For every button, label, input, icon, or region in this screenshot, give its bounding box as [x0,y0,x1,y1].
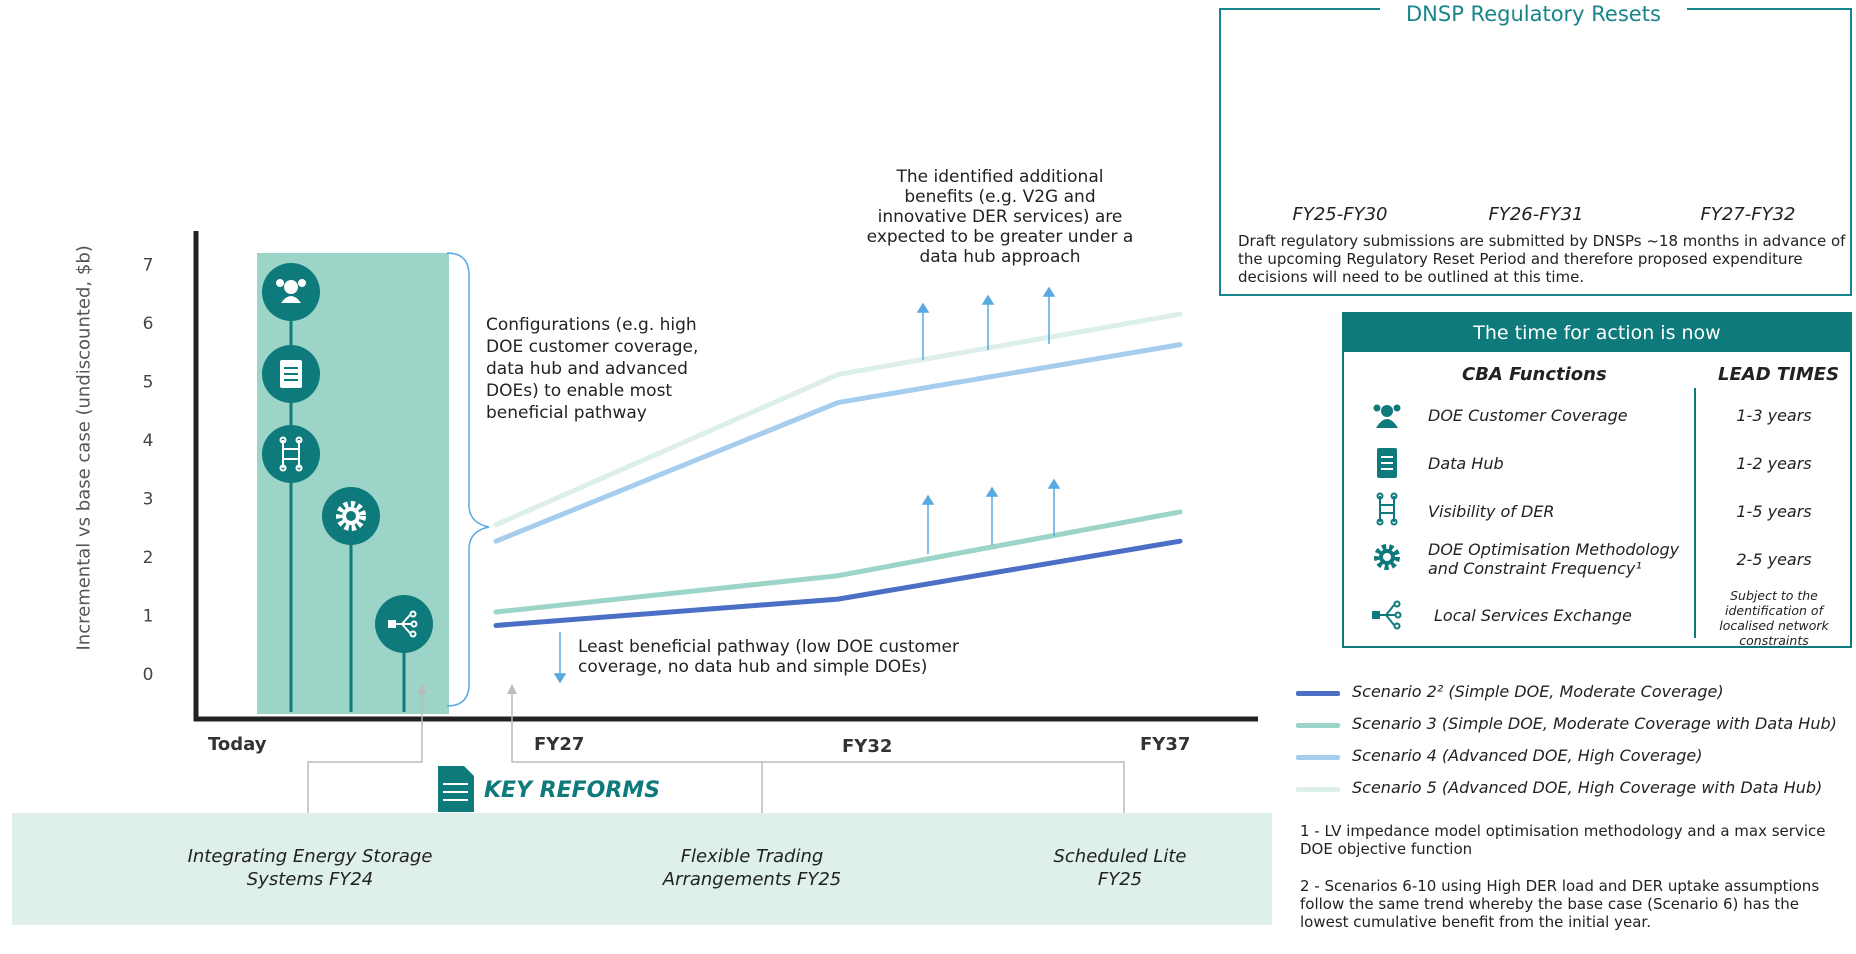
configurations-annotation: Configurations (e.g. high DOE customer c… [486,314,746,424]
dnsp-note: Draft regulatory submissions are submitt… [1238,232,1846,286]
dnsp-title: DNSP Regulatory Resets [1380,0,1687,30]
annotation-line: benefits (e.g. V2G and [904,187,1096,207]
function-label: DOE Optimisation Methodology and Constra… [1428,540,1680,578]
legend-swatch [1296,787,1340,792]
lead-time-value: 2-5 years [1736,550,1812,569]
y-tick-label: 4 [143,431,154,451]
legend-swatch [1296,691,1340,696]
x-tick-fy27: FY27 [534,734,585,755]
reform-line: Scheduled Lite [1053,846,1187,867]
x-tick-fy37: FY37 [1140,734,1191,755]
y-axis-title: Incremental vs base case (undiscounted, … [73,245,95,651]
y-tick-label: 5 [143,373,154,393]
lead-time-value: 1-3 years [1736,406,1812,425]
x-tick-today: Today [208,734,267,755]
customer-coverage-icon [1373,404,1401,428]
function-label: Data Hub [1428,454,1504,473]
annotation-line: DOE customer coverage, [486,337,699,357]
reform-line: Systems FY24 [246,869,374,890]
legend-label: Scenario 5 (Advanced DOE, High Coverage … [1352,778,1823,797]
local-services-exchange-icon [1372,600,1402,630]
annotation-line: data hub approach [919,247,1081,267]
y-tick-label: 2 [143,548,154,568]
y-tick-labels: 0 1 2 3 4 5 6 7 [143,256,154,686]
visibility-der-icon [262,425,320,483]
dnsp-regulatory-resets-panel [1219,8,1852,296]
legend-item-scenario-4: Scenario 4 (Advanced DOE, High Coverage) [1296,746,1856,768]
reform-line: Integrating Energy Storage [187,846,433,867]
y-tick-label: 0 [143,665,154,685]
period-fy25-fy30: FY25-FY30 [1292,204,1388,225]
legend-item-scenario-3: Scenario 3 (Simple DOE, Moderate Coverag… [1296,714,1856,736]
series-line-2 [493,509,1183,615]
series-line-3 [493,342,1183,544]
cba-functions-header: CBA Functions [1462,364,1607,385]
annotation-line: The identified additional [896,167,1104,187]
annotation-line: Configurations (e.g. high [486,315,697,335]
gear-icon [1374,544,1400,570]
footnote-1: 1 - LV impedance model optimisation meth… [1300,822,1826,858]
time-for-action-panel: The time for action is now CBA Functions… [1342,312,1852,648]
configuration-brace [446,252,490,707]
legend-swatch [1296,723,1340,728]
legend-label: Scenario 2² (Simple DOE, Moderate Covera… [1352,682,1724,701]
document-icon [438,766,474,812]
function-label: DOE Customer Coverage [1428,406,1628,425]
legend-swatch [1296,755,1340,760]
y-tick-label: 1 [143,607,154,627]
series-lines [493,311,1183,628]
lead-time-value: 1-5 years [1736,502,1812,521]
annotation-line: coverage, no data hub and simple DOEs) [578,657,928,677]
least-beneficial-annotation: Least beneficial pathway (low DOE custom… [578,637,1018,677]
annotation-line: beneficial pathway [486,403,647,423]
lead-time-value: 1-2 years [1736,454,1812,473]
function-label: Local Services Exchange [1434,606,1632,625]
reform-line: Arrangements FY25 [662,869,842,890]
customer-coverage-icon [262,263,320,321]
additional-benefits-annotation: The identified additional benefits (e.g.… [820,167,1180,267]
lead-times-header: LEAD TIMES [1718,364,1840,385]
legend-label: Scenario 4 (Advanced DOE, High Coverage) [1352,746,1703,765]
gear-icon [322,487,380,545]
x-tick-fy32: FY32 [842,736,893,757]
annotation-line: data hub and advanced [486,359,688,379]
legend-item-scenario-5: Scenario 5 (Advanced DOE, High Coverage … [1296,778,1856,800]
annotation-line: expected to be greater under a [866,227,1134,247]
lead-divider [1694,388,1696,638]
y-tick-label: 7 [143,256,154,276]
key-reforms-band [12,813,1272,925]
key-reforms-title: KEY REFORMS [484,778,661,803]
period-fy27-fy32: FY27-FY32 [1700,204,1796,225]
function-label: Visibility of DER [1428,502,1555,521]
legend-label: Scenario 3 (Simple DOE, Moderate Coverag… [1352,714,1837,733]
annotation-line: Least beneficial pathway (low DOE custom… [578,637,959,657]
annotation-line: innovative DER services) are [877,207,1123,227]
additional-benefit-arrows [553,286,1061,684]
reform-line: FY25 [1097,869,1143,890]
reform-flexible-trading: Flexible Trading Arrangements FY25 [622,845,882,891]
footnote-2: 2 - Scenarios 6-10 using High DER load a… [1300,877,1820,931]
y-tick-label: 3 [143,490,154,510]
data-hub-icon [1377,448,1397,478]
series-line-4 [493,311,1183,528]
legend-item-scenario-2: Scenario 2² (Simple DOE, Moderate Covera… [1296,682,1856,704]
reform-integrating-energy-storage: Integrating Energy Storage Systems FY24 [160,845,460,891]
annotation-line: DOEs) to enable most [486,381,673,401]
local-services-exchange-icon [375,595,433,653]
lead-time-value: Subject to the identification of localis… [1719,588,1829,648]
visibility-der-icon [1376,492,1398,526]
y-tick-label: 6 [143,314,154,334]
reform-scheduled-lite: Scheduled Lite FY25 [1010,845,1230,891]
reform-line: Flexible Trading [680,846,824,867]
period-fy26-fy31: FY26-FY31 [1488,204,1584,225]
data-hub-icon [262,345,320,403]
action-title: The time for action is now [1344,314,1850,352]
series-line-1 [493,538,1183,628]
